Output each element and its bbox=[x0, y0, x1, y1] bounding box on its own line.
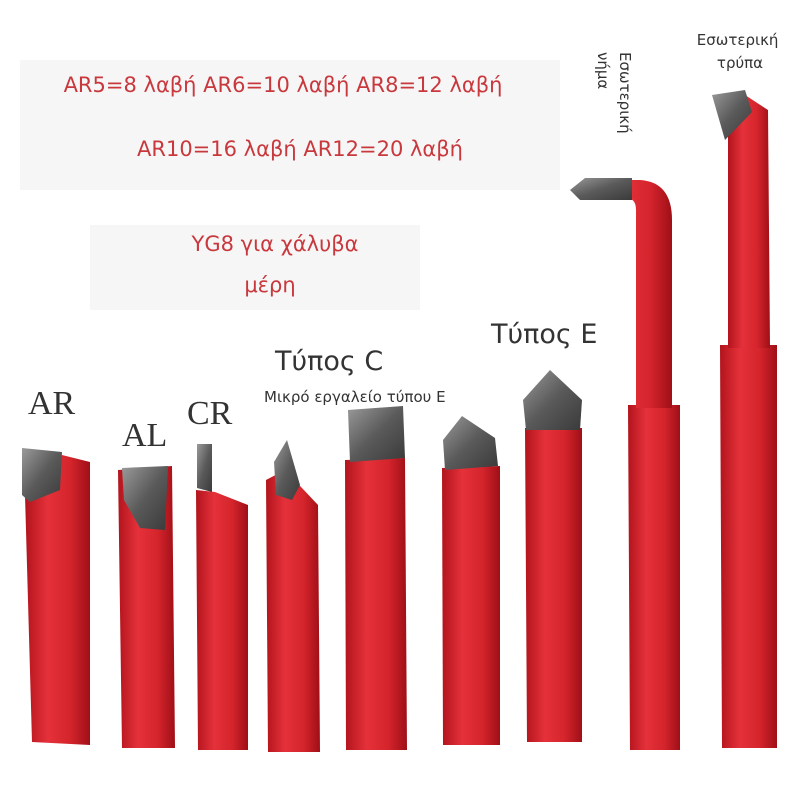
label: AL bbox=[122, 417, 167, 454]
label-line: νήμα bbox=[594, 52, 612, 89]
label-line: Εσωτερική bbox=[697, 31, 779, 49]
label: Μικρό εργαλείο τύπου E bbox=[264, 388, 446, 406]
material-line: μέρη bbox=[244, 273, 295, 297]
label: CR bbox=[187, 395, 233, 432]
material-line: YG8 για χάλυβα bbox=[191, 232, 359, 256]
tools bbox=[22, 90, 777, 752]
spec-line: AR5=8 λαβή AR6=10 λαβή AR8=12 λαβή bbox=[64, 73, 503, 97]
label-line: τρύπα bbox=[717, 54, 763, 72]
label: AR bbox=[28, 385, 76, 422]
label-line: Εσωτερική bbox=[616, 52, 634, 134]
label: Τύπος E bbox=[490, 319, 597, 350]
label: Εσωτερική νήμα bbox=[594, 52, 634, 138]
label: Εσωτερική τρύπα bbox=[697, 31, 783, 72]
spec-box bbox=[20, 60, 560, 190]
spec-line: AR10=16 λαβή AR12=20 λαβή bbox=[137, 137, 463, 161]
label: Τύπος C bbox=[274, 346, 383, 377]
material-box bbox=[90, 225, 420, 310]
